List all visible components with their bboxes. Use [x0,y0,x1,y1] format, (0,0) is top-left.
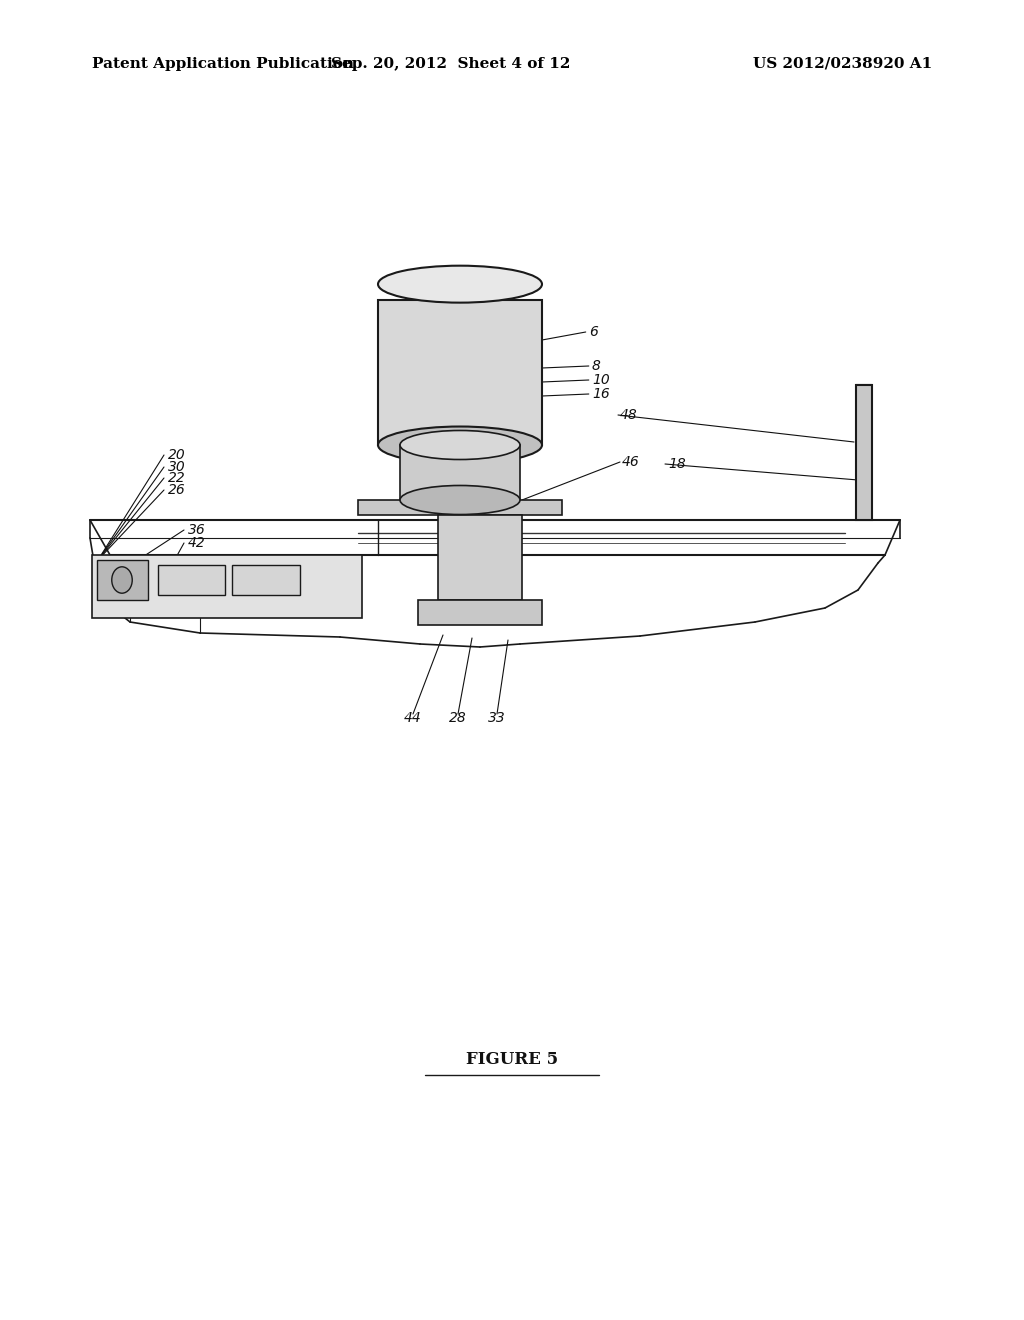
FancyBboxPatch shape [232,565,300,595]
Text: 16: 16 [592,387,609,401]
Text: Sep. 20, 2012  Sheet 4 of 12: Sep. 20, 2012 Sheet 4 of 12 [331,57,570,71]
Text: 6: 6 [589,325,598,339]
Text: 20: 20 [168,447,185,462]
Text: 22: 22 [168,471,185,484]
Ellipse shape [378,426,542,463]
FancyBboxPatch shape [97,560,148,601]
Text: 8: 8 [592,359,601,374]
Text: 48: 48 [620,408,638,422]
FancyBboxPatch shape [418,601,542,624]
Text: 42: 42 [188,536,206,550]
Text: US 2012/0238920 A1: US 2012/0238920 A1 [753,57,932,71]
Ellipse shape [400,430,520,459]
Ellipse shape [400,486,520,515]
Text: FIGURE 5: FIGURE 5 [466,1052,558,1068]
Text: Patent Application Publication: Patent Application Publication [92,57,354,71]
Text: 44: 44 [404,711,422,725]
Text: 28: 28 [450,711,467,725]
FancyBboxPatch shape [378,300,542,445]
FancyBboxPatch shape [358,500,562,515]
Text: 46: 46 [622,455,640,469]
FancyBboxPatch shape [438,515,522,601]
FancyBboxPatch shape [400,445,520,500]
Text: 33: 33 [488,711,506,725]
Ellipse shape [378,265,542,302]
FancyBboxPatch shape [92,554,362,618]
Text: 18: 18 [668,457,686,471]
Text: 10: 10 [592,374,609,387]
FancyBboxPatch shape [158,565,225,595]
Text: 30: 30 [168,459,185,474]
FancyBboxPatch shape [856,385,872,520]
Text: 36: 36 [188,523,206,537]
Circle shape [112,566,132,593]
Text: 26: 26 [168,483,185,498]
